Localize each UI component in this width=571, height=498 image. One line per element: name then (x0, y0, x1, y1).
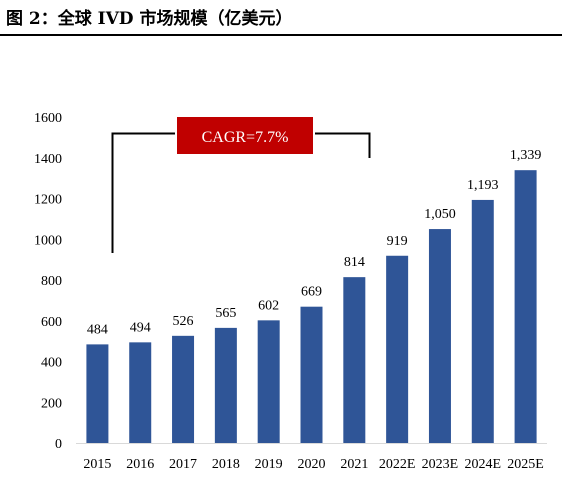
y-tick-label: 1400 (34, 152, 62, 167)
x-tick-label: 2021 (340, 457, 368, 472)
title-rule (0, 34, 562, 36)
data-label: 602 (258, 298, 279, 313)
y-tick-label: 600 (41, 315, 62, 330)
y-tick-label: 200 (41, 396, 62, 411)
bar (514, 170, 537, 443)
bar (214, 327, 237, 443)
x-tick-label: 2018 (212, 457, 240, 472)
data-label: 814 (344, 255, 365, 270)
figure-title: 图 2：全球 IVD 市场规模（亿美元） (6, 9, 293, 29)
x-tick-label: 2017 (169, 457, 197, 472)
bar (343, 277, 366, 443)
bar (300, 306, 323, 443)
data-label: 484 (87, 322, 108, 337)
data-label: 1,339 (510, 148, 542, 163)
cagr-label: CAGR=7.7% (202, 129, 289, 146)
bar (129, 342, 152, 443)
bar (172, 335, 195, 443)
bar (428, 229, 451, 443)
value-labels: 484 494 526 565 602 669 814 919 1,050 1,193 1,339 (87, 148, 541, 337)
x-tick-label: 2019 (255, 457, 283, 472)
bar (471, 199, 494, 443)
data-label: 565 (215, 306, 236, 321)
y-tick-label: 400 (41, 356, 62, 371)
bars (86, 170, 537, 443)
x-tick-label: 2022E (379, 457, 416, 472)
cagr-bracket-right (315, 132, 371, 158)
bar (386, 255, 409, 443)
x-axis: 2015 2016 2017 2018 2019 2020 2021 2022E 2023E 20… (76, 443, 547, 472)
y-tick-label: 1000 (34, 233, 62, 248)
y-tick-label: 800 (41, 274, 62, 289)
y-axis: 0 200 400 600 800 1000 1200 1400 1600 (34, 111, 62, 452)
data-label: 1,050 (424, 207, 456, 222)
x-tick-label: 2020 (298, 457, 326, 472)
x-tick-label: 2023E (422, 457, 459, 472)
data-label: 1,193 (467, 178, 499, 193)
cagr-bracket-left (111, 132, 175, 253)
y-tick-label: 1600 (34, 111, 62, 126)
x-tick-label: 2024E (464, 457, 501, 472)
data-label: 919 (387, 234, 408, 249)
data-label: 494 (130, 320, 151, 335)
bar (86, 344, 109, 443)
y-tick-label: 0 (55, 437, 62, 452)
data-label: 669 (301, 285, 322, 300)
x-tick-label: 2025E (507, 457, 544, 472)
x-tick-label: 2015 (83, 457, 111, 472)
cagr-annotation: CAGR=7.7% (111, 117, 371, 253)
cagr-box (177, 117, 313, 154)
data-label: 526 (173, 314, 194, 329)
bar (257, 320, 280, 443)
y-tick-label: 1200 (34, 193, 62, 208)
x-tick-label: 2016 (126, 457, 154, 472)
